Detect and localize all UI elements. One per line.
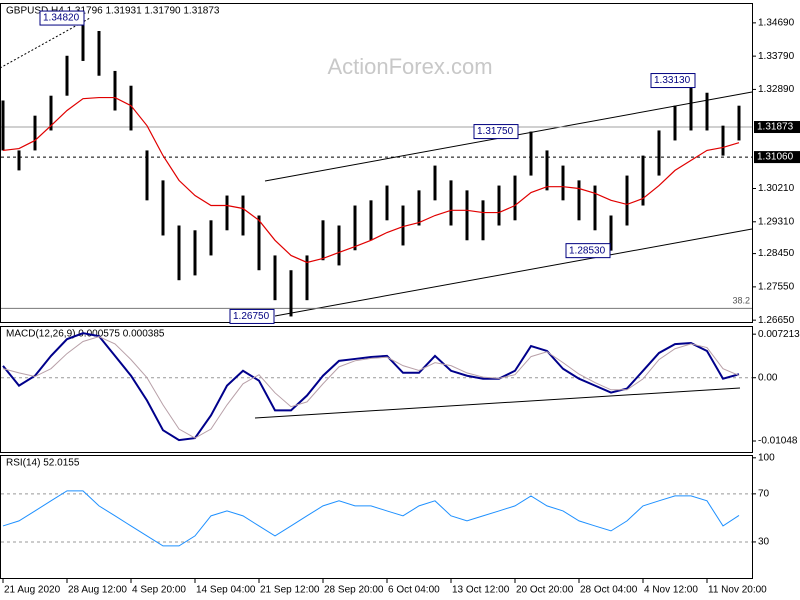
macd-panel: [0, 326, 753, 453]
y-tick-label: 1.34690: [758, 17, 795, 28]
fibonacci-label: 38.2: [732, 296, 750, 306]
x-tick-label: 4 Sep 20:00: [132, 585, 186, 596]
y-tick-label: 0.007213: [758, 329, 800, 340]
x-tick-label: 28 Sep 20:00: [324, 585, 384, 596]
annotation-box: [473, 124, 519, 140]
x-tick-label: 20 Oct 20:00: [516, 585, 574, 596]
price-box: [754, 151, 800, 164]
series-line: [2, 336, 740, 439]
y-tick-label: 1.27550: [758, 282, 795, 293]
channel-lower: [274, 228, 753, 317]
y-tick-label: 1.29310: [758, 216, 795, 227]
series-line: [2, 490, 740, 547]
y-tick-label: 1.30210: [758, 183, 795, 194]
y-tick-label: 70: [758, 489, 770, 500]
price-panel: [0, 3, 753, 323]
annotation-label: 1.33130: [654, 75, 691, 86]
annotation-box: [39, 10, 85, 26]
rsi-panel: [0, 455, 753, 579]
annotation-label: 1.26750: [233, 311, 270, 322]
x-tick-label: 28 Oct 04:00: [580, 585, 638, 596]
annotation-label: 1.34820: [43, 13, 80, 24]
annotation-label: 1.31750: [477, 126, 514, 137]
macd-trendline: [254, 387, 741, 419]
price-box: [754, 121, 800, 134]
annotation-label: 1.28530: [569, 245, 606, 256]
x-tick-label: 4 Nov 12:00: [644, 585, 698, 596]
x-tick-label: 13 Oct 12:00: [452, 585, 510, 596]
annotation-box: [565, 243, 611, 259]
series-line: [2, 332, 740, 442]
price-box-label: 1.31060: [757, 152, 794, 163]
y-tick-label: -0.01048: [758, 436, 798, 447]
x-tick-label: 28 Aug 12:00: [68, 585, 127, 596]
price-title: GBPUSD,H4 1.31796 1.31931 1.31790 1.3187…: [6, 6, 220, 17]
watermark: ActionForex.com: [327, 54, 492, 79]
x-tick-label: 6 Oct 04:00: [388, 585, 440, 596]
price-box-label: 1.31873: [757, 122, 794, 133]
y-tick-label: 0.00: [758, 372, 778, 383]
y-tick-label: 1.26650: [758, 315, 795, 326]
y-tick-label: 1.33790: [758, 51, 795, 62]
y-tick-label: 1.28450: [758, 248, 795, 259]
y-tick-label: 100: [758, 452, 775, 463]
y-tick-label: 1.32890: [758, 84, 795, 95]
x-tick-label: 21 Sep 12:00: [260, 585, 320, 596]
annotation-box: [650, 73, 696, 89]
trendline-dotted: [0, 17, 91, 69]
x-tick-label: 14 Sep 04:00: [196, 585, 256, 596]
y-tick-label: 30: [758, 537, 770, 548]
x-tick-label: 11 Nov 20:00: [708, 585, 767, 596]
annotation-box: [229, 308, 275, 324]
moving-average: [2, 96, 740, 264]
x-tick-label: 21 Aug 2020: [4, 585, 61, 596]
rsi-title: RSI(14) 52.0155: [6, 458, 80, 469]
